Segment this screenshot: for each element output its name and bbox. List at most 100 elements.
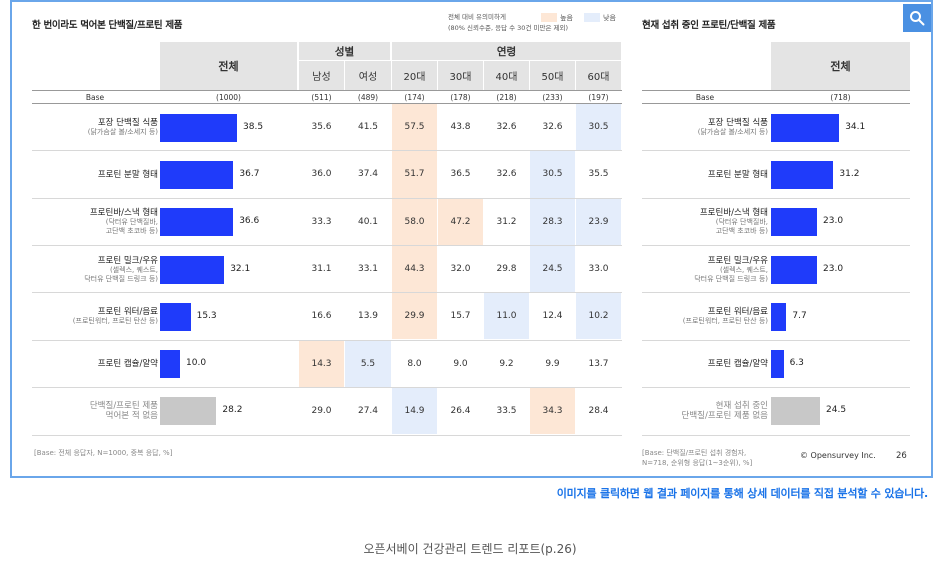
zoom-button[interactable] [903, 4, 931, 32]
data-cell: 13.9 [357, 311, 379, 322]
total-bar [771, 160, 834, 189]
row-label-sub: (셀렉스, 퀘스트, 닥터유 단백질 드링크 등) [694, 265, 768, 283]
column-header: 50대 [530, 61, 575, 90]
total-column-header: 전체 [771, 42, 910, 90]
row-label: 프로틴 밀크/우유 (셀렉스, 퀘스트, 닥터유 단백질 드링크 등) [640, 256, 768, 284]
row-label-main: 프로틴 밀크/우유 [707, 255, 768, 266]
total-column-header: 전체 [160, 42, 297, 90]
row-divider [32, 292, 622, 294]
total-bar [771, 255, 817, 284]
data-cell: 8.0 [407, 358, 422, 369]
total-bar-value: 6.3 [789, 358, 804, 369]
data-cell: 28.4 [588, 405, 609, 416]
total-bar [771, 302, 787, 331]
data-cell: 29.8 [496, 264, 517, 275]
data-cell: 15.7 [450, 311, 471, 322]
total-bar [160, 397, 217, 426]
data-cell: 24.5 [530, 245, 575, 293]
row-label-main: 프로틴 캡슐/알약 [97, 359, 158, 370]
search-icon [910, 11, 925, 26]
data-cell: 35.6 [311, 122, 332, 133]
data-cell: 10.2 [576, 293, 621, 340]
base-label: Base [85, 93, 105, 102]
column-header: 20대 [392, 61, 437, 90]
data-cell: 35.5 [588, 169, 609, 180]
column-header: 여성 [345, 61, 391, 90]
data-cell: 58.0 [392, 198, 437, 245]
data-cell: 37.4 [357, 169, 379, 180]
data-cell: 14.3 [299, 340, 344, 387]
figure-caption: 오픈서베이 건강관리 트렌드 리포트(p.26) [363, 542, 577, 556]
row-label: 현재 섭취 중인 단백질/프로틴 제품 없음 [640, 397, 768, 425]
base-count: (197) [588, 93, 609, 102]
row-label-main: 현재 섭취 중인 단백질/프로틴 제품 없음 [681, 401, 768, 422]
row-label-main: 프로틴 분말 형태 [707, 169, 768, 180]
row-label-main: 포장 단백질 식품 [707, 118, 768, 129]
base-count: (489) [357, 93, 379, 102]
row-label-main: 프로틴 캡슐/알약 [707, 359, 768, 370]
row-label-main: 프로틴바/스낵 형태 [89, 208, 158, 219]
data-cell: 33.3 [311, 216, 332, 227]
total-bar-value: 10.0 [186, 358, 207, 369]
data-cell: 9.0 [453, 358, 468, 369]
data-cell: 9.9 [545, 358, 560, 369]
total-bar-value: 24.5 [826, 405, 847, 416]
total-bar [160, 302, 191, 331]
row-label-sub: (닥터유 단백질바, 고단백 초코바 등) [715, 218, 768, 236]
row-label: 프로틴 워터/음료 (프로틴워터, 프로틴 탄산 등) [640, 303, 768, 331]
total-bar-value: 32.1 [230, 263, 251, 274]
legend-low-label: 낮음 [603, 14, 616, 22]
data-cell: 5.5 [345, 340, 391, 387]
data-cell: 16.6 [311, 311, 332, 322]
total-bar [771, 350, 784, 379]
right-panel-title: 현재 섭취 중인 프로틴/단백질 제품 [642, 20, 776, 31]
row-divider [32, 244, 622, 246]
total-bar-value: 28.2 [222, 405, 243, 416]
data-cell: 33.5 [496, 405, 517, 416]
data-cell: 36.0 [311, 169, 332, 180]
total-bar [160, 160, 234, 189]
data-cell: 32.6 [496, 122, 517, 133]
base-divider [32, 103, 622, 104]
data-cell: 11.0 [484, 293, 529, 340]
row-divider [642, 386, 910, 388]
data-cell: 36.5 [450, 169, 471, 180]
notice-link-text[interactable]: 이미지를 클릭하면 웹 결과 페이지를 통해 상세 데이터를 직접 분석할 수 … [556, 487, 928, 500]
data-cell: 9.2 [499, 358, 514, 369]
legend-high-label: 높음 [560, 14, 573, 22]
legend-high-swatch [541, 13, 557, 22]
row-label: 프로틴 밀크/우유 (셀렉스, 퀘스트, 닥터유 단백질 드링크 등) [30, 256, 158, 284]
base-count: (233) [542, 93, 563, 102]
column-header: 남성 [299, 61, 344, 90]
total-bar-value: 36.6 [239, 216, 260, 227]
data-cell: 41.5 [357, 122, 379, 133]
legend-note-line1: 전체 대비 유의미하게 [448, 13, 506, 21]
base-total: (718) [830, 93, 851, 102]
data-cell: 57.5 [392, 104, 437, 151]
row-label: 프로틴 워터/음료 (프로틴워터, 프로틴 탄산 등) [30, 303, 158, 331]
total-bar-value: 15.3 [196, 310, 217, 321]
total-bar-value: 23.0 [823, 216, 844, 227]
data-cell: 31.1 [311, 264, 332, 275]
data-cell: 12.4 [542, 311, 563, 322]
row-divider [32, 386, 622, 388]
header-divider [32, 90, 622, 91]
total-bar-value: 38.5 [243, 121, 264, 132]
data-cell: 23.9 [576, 198, 621, 245]
left-footnote: [Base: 전체 응답자, N=1000, 중복 응답, %] [34, 449, 173, 457]
base-total: (1000) [216, 93, 241, 102]
row-divider [32, 339, 622, 341]
data-cell: 14.9 [392, 387, 437, 435]
table-bottom-line [642, 435, 910, 437]
row-divider [642, 292, 910, 294]
data-cell: 47.2 [438, 198, 483, 245]
row-label: 포장 단백질 식품 (닭가슴살 볼/소세지 등) [30, 114, 158, 142]
data-cell: 30.5 [530, 151, 575, 198]
row-divider [32, 150, 622, 152]
total-bar [771, 208, 817, 237]
row-label: 단백질/프로틴 제품 먹어본 적 없음 [30, 397, 158, 425]
table-bottom-line [32, 435, 622, 437]
row-label-sub: (프로틴워터, 프로틴 탄산 등) [72, 317, 158, 326]
total-bar-value: 34.1 [845, 121, 866, 132]
data-cell: 32.0 [450, 264, 471, 275]
